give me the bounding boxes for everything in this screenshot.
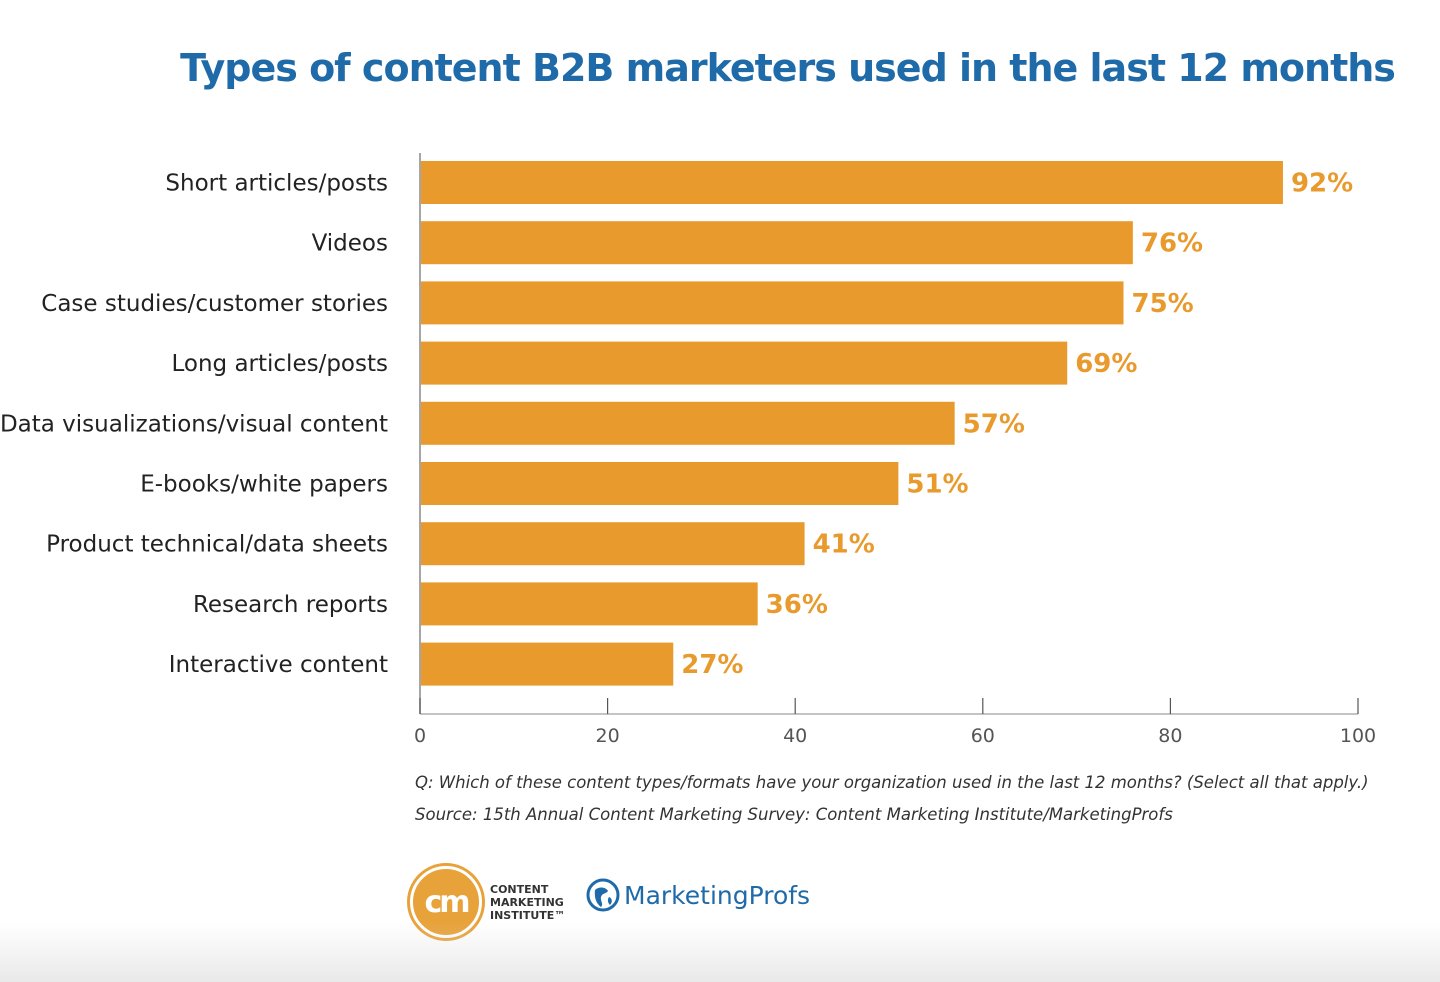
- cmi-logo-text: CONTENT MARKETING INSTITUTE™: [490, 883, 565, 922]
- marketingprofs-wordmark: MarketingProfs: [624, 880, 811, 910]
- bar: [421, 221, 1133, 265]
- x-tick-label: 80: [1158, 725, 1182, 747]
- bar: [421, 401, 955, 445]
- bar: [421, 522, 805, 566]
- value-label: 75%: [1132, 289, 1194, 319]
- x-tick-label: 20: [596, 725, 620, 747]
- cmi-logo-line: MARKETING: [490, 895, 564, 909]
- value-label: 36%: [766, 590, 828, 620]
- bar: [421, 281, 1124, 325]
- x-tick-label: 60: [971, 725, 995, 747]
- category-label: Data visualizations/visual content: [0, 411, 388, 437]
- globe-icon: [586, 878, 620, 912]
- source-footnote: Source: 15th Annual Content Marketing Su…: [415, 805, 1173, 824]
- category-label: Case studies/customer stories: [41, 291, 388, 317]
- value-label: 41%: [813, 530, 875, 560]
- bar: [421, 161, 1283, 204]
- bar: [421, 341, 1068, 385]
- survey-question-footnote: Q: Which of these content types/formats …: [415, 773, 1369, 792]
- category-label: Short articles/posts: [165, 171, 388, 197]
- cmi-logo-line: CONTENT: [490, 882, 549, 896]
- bar: [421, 582, 758, 626]
- value-label: 57%: [963, 409, 1025, 439]
- bar-chart: 0 20 40 60 80 100 Short articles/posts 92% Vide…: [0, 153, 1376, 747]
- value-label: 76%: [1141, 229, 1203, 259]
- bar: [421, 642, 674, 686]
- x-tick-label: 40: [783, 725, 807, 747]
- category-label: Long articles/posts: [171, 351, 388, 377]
- x-tick-label: 0: [414, 725, 426, 747]
- value-label: 92%: [1291, 169, 1353, 199]
- chart-bars: Short articles/posts 92% Videos 76% Case stu…: [0, 161, 1353, 686]
- chart-axes: 0 20 40 60 80 100: [414, 153, 1376, 747]
- category-label: Interactive content: [169, 652, 388, 678]
- category-label: E-books/white papers: [140, 472, 388, 498]
- chart-title: Types of content B2B marketers used in t…: [180, 46, 1396, 90]
- category-label: Videos: [312, 231, 388, 257]
- bottom-shadow: [0, 922, 1440, 982]
- cmi-logo-line: INSTITUTE™: [490, 908, 566, 922]
- x-tick-label: 100: [1340, 725, 1376, 747]
- category-label: Research reports: [193, 592, 388, 618]
- value-label: 27%: [681, 650, 743, 680]
- category-label: Product technical/data sheets: [46, 532, 388, 558]
- value-label: 51%: [906, 470, 968, 500]
- value-label: 69%: [1075, 349, 1137, 379]
- marketingprofs-logo: MarketingProfs: [586, 878, 810, 912]
- bar: [421, 462, 899, 505]
